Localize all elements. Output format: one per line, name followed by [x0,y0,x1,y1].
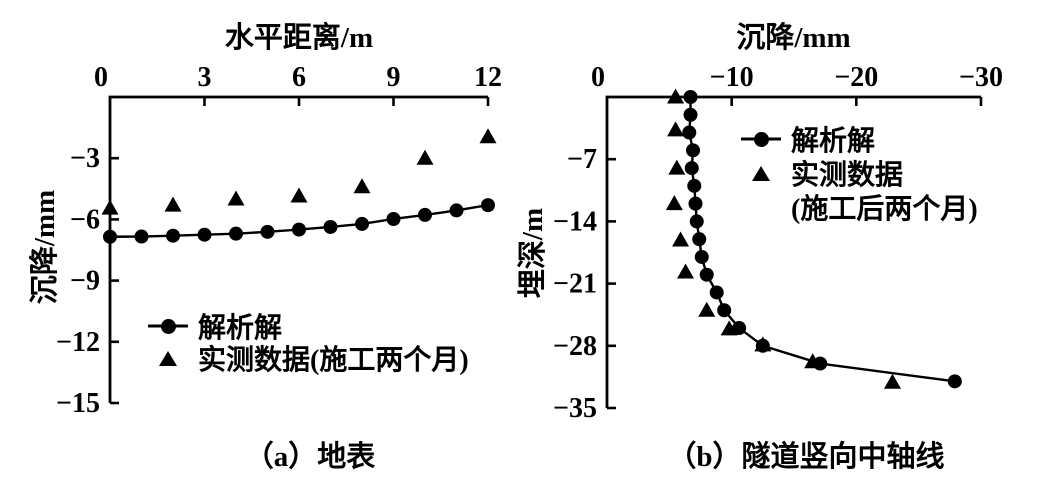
chart-b-analytical-point [947,374,962,389]
chart-b-x-tick-label: −20 [834,62,878,93]
chart-a-y-tick-label: −3 [70,143,100,174]
chart-a-y-tick-label: −15 [56,388,100,419]
chart-a-measured-point [479,128,497,144]
chart-b-y-tick-label: −35 [553,393,597,424]
chart-a-analytical-point [134,229,149,244]
chart-b-legend-row-analytical: 解析解 [739,122,978,157]
chart-b-y-tick-label: −21 [553,269,597,300]
chart-b-measured-point [754,336,772,352]
chart-b-analytical-point [682,125,697,140]
chart-a-analytical-point [292,222,306,237]
chart-b-x-axis-title: 沉降/mm [736,22,851,54]
chart-b-measured-point [668,159,686,175]
chart-b-legend: 解析解 实测数据 (施工后两个月) [739,122,978,225]
chart-a-y-axis-title: 沉降/mm [29,189,61,305]
chart-a-x-tick-label: 12 [474,62,502,93]
chart-a-analytical-point [481,198,495,213]
chart-b-legend-row-measured-note: (施工后两个月) [739,190,978,225]
chart-b-measured-point [883,373,901,389]
chart-a-legend-row-analytical: 解析解 [146,310,469,344]
chart-a-legend-row-measured: 实测数据(施工两个月) [146,342,469,376]
legend-dot [753,131,769,147]
chart-a-legend: 解析解 实测数据(施工两个月) [146,310,469,376]
chart-b-analytical-point [709,285,724,300]
chart-b-legend-note: (施工后两个月) [791,194,978,225]
chart-a-legend-label-measured: 实测数据(施工两个月) [198,345,469,376]
legend-triangle [159,350,177,366]
chart-b-y-tick-label: −14 [553,206,597,237]
chart-b-legend-label-analytical: 解析解 [791,126,876,157]
chart-b-measured-point [667,88,685,104]
chart-a-analytical-point [418,207,432,222]
legend-dot [160,318,176,334]
triangle-marker-icon [739,164,783,182]
chart-b-x-tick-label: −30 [959,62,1003,93]
chart-b-analytical-point [689,214,704,229]
chart-b-y-axis-title: 埋深/m [517,207,549,299]
chart-b-legend-row-measured: 实测数据 [739,156,978,191]
chart-a-analytical-point [386,211,401,226]
chart-a-x-axis-title: 水平距离/m [224,22,374,54]
line-circle-marker-icon [146,317,190,335]
chart-a-analytical-point [323,219,338,234]
chart-b-y-tick-label: −28 [553,331,597,362]
line-circle-marker-icon [739,130,783,148]
chart-a-x-tick-label: 9 [387,62,401,93]
chart-a-analytical-point [260,224,275,239]
chart-b-analytical-point [686,143,701,158]
chart-b-y-tick-label: −7 [567,144,597,175]
chart-a-analytical-point [229,226,243,241]
chart-a-measured-point [227,190,245,206]
chart-b-analytical-point [688,196,703,211]
chart-a-x-tick-label: 0 [94,62,108,93]
legend-triangle [752,165,770,181]
chart-a-analytical-point [449,203,464,218]
chart-a-analytical-point [103,229,117,244]
chart-b-analytical-point [684,161,699,176]
chart-b-analytical-point [699,267,714,282]
chart-b-analytical-point [694,249,709,264]
chart-a-analytical-point [166,228,180,243]
triangle-marker-icon [146,349,190,367]
chart-a-x-tick-label: 6 [292,62,306,93]
chart-b-caption: （b）隧道竖向中轴线 [667,441,945,473]
chart-a-measured-point [353,178,371,194]
chart-b-measured-point [672,231,690,247]
chart-b-x-tick-label: −10 [710,62,754,93]
chart-b-measured-point [665,195,683,211]
chart-b-measured-point [677,263,695,279]
chart-a-measured-point [290,187,308,203]
chart-a-measured-point [416,149,434,165]
chart-b-analytical-point [687,178,702,193]
chart-b-measured-point [698,301,716,317]
chart-b-measured-point [804,353,822,369]
chart-a-measured-point [164,196,182,212]
chart-b-analytical-point [732,321,747,336]
chart-a-y-tick-label: −9 [70,266,100,297]
chart-a-x-tick-label: 3 [198,62,212,93]
chart-b-analytical-point [717,303,732,318]
chart-b-measured-point [720,320,738,336]
chart-b-x-tick-label: 0 [591,62,605,93]
chart-a-caption: （a）地表 [244,441,376,473]
chart-a-y-tick-label: −12 [56,327,100,358]
chart-b-analytical-point [683,90,698,104]
chart-b-analytical-point [692,232,707,247]
chart-a-legend-label-analytical: 解析解 [198,313,283,344]
chart-b-legend-label-measured: 实测数据 [791,160,904,191]
chart-b-measured-point [667,121,685,137]
chart-a-y-tick-label: −6 [70,204,100,235]
chart-a-analytical-point [197,227,212,242]
chart-b-analytical-point [683,107,698,122]
chart-a-measured-point [101,199,119,215]
chart-a-analytical-point [355,216,369,231]
chart-a-axis-frame [108,95,488,403]
